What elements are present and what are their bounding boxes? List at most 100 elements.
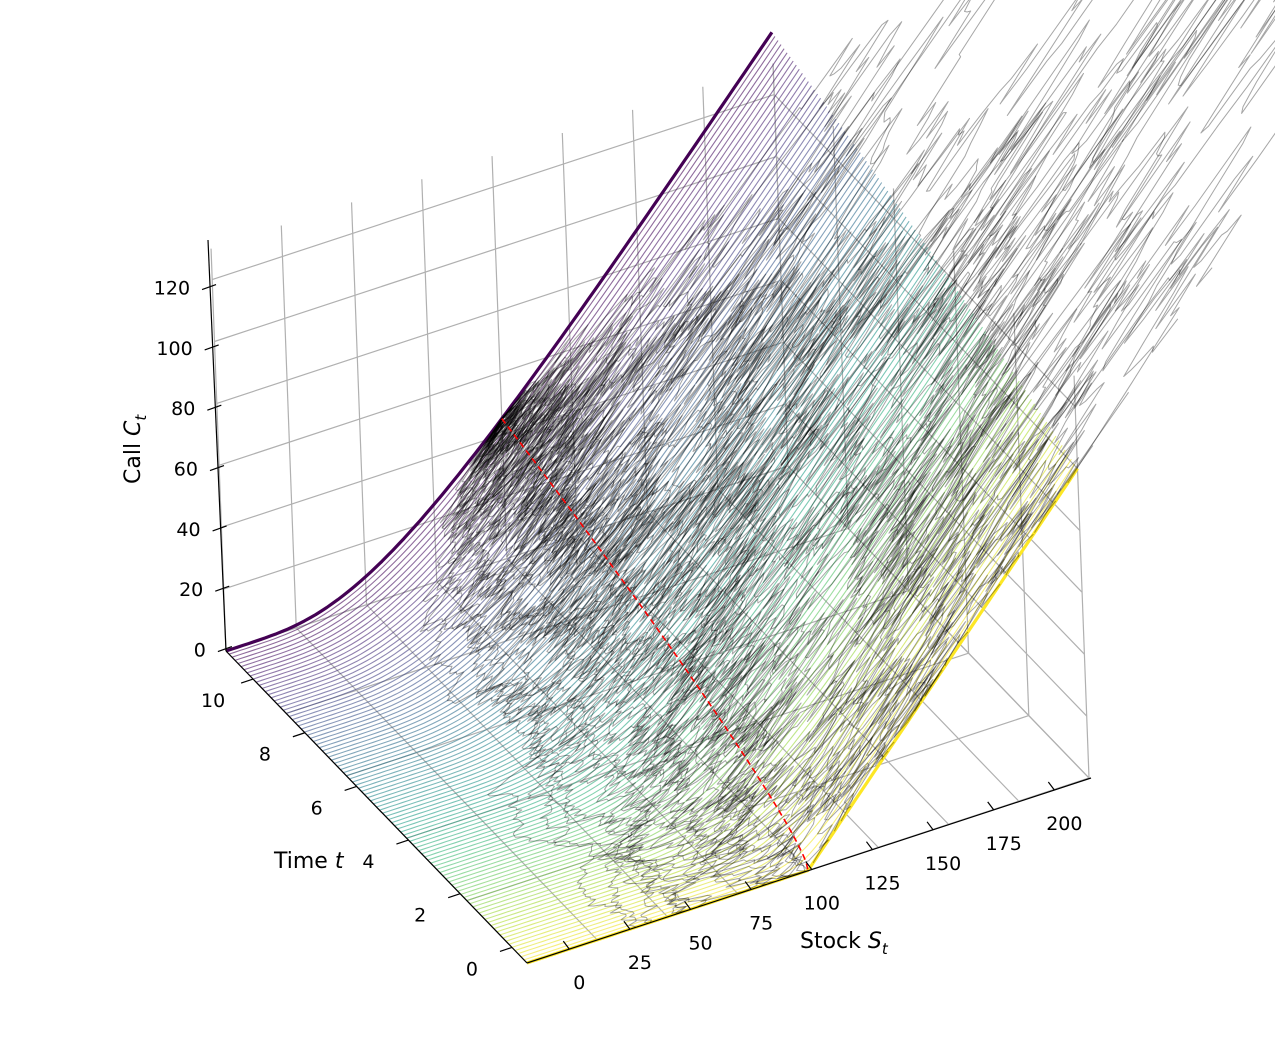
price-curve	[313, 152, 861, 743]
price-curve	[355, 212, 904, 786]
stock-path	[481, 254, 1026, 702]
stock-path	[499, 0, 1226, 849]
stock-path	[491, 161, 1185, 619]
stock-path	[458, 418, 662, 924]
call-tick-mark	[204, 344, 219, 351]
stock-path	[490, 383, 652, 923]
time-axis-label: Time t	[273, 849, 345, 874]
stock-path	[478, 417, 1034, 786]
stock-path	[462, 302, 966, 864]
price-curve	[454, 358, 1005, 889]
stock-path	[488, 110, 1082, 730]
call-tick-mark	[217, 645, 233, 653]
grid-line	[1073, 375, 1090, 779]
stock-path	[482, 126, 1275, 528]
stock-path	[491, 367, 778, 885]
call-tick-label: 100	[156, 338, 192, 360]
price-curve	[466, 376, 1017, 902]
stock-path	[501, 0, 1245, 451]
stock-path	[485, 341, 921, 850]
stock-tick-label: 25	[628, 952, 652, 974]
stock-path	[489, 405, 815, 884]
price-curve	[388, 260, 938, 821]
stock-path	[501, 0, 944, 456]
grid-line	[218, 279, 782, 466]
price-curve	[439, 335, 990, 874]
grid-line	[780, 279, 1083, 593]
stock-tick-label: 100	[804, 893, 840, 915]
grid-line	[350, 202, 368, 605]
grid-line	[776, 156, 1078, 469]
stock-path	[451, 354, 707, 908]
stock-path	[491, 16, 1242, 577]
stock-path	[465, 412, 784, 884]
stock-path	[483, 290, 1130, 621]
stock-path	[501, 102, 1100, 649]
price-curve	[496, 421, 1048, 933]
time-tick-mark	[240, 678, 254, 684]
stock-path	[422, 418, 895, 818]
stock-tick-mark	[865, 841, 873, 851]
price-curve	[331, 177, 880, 761]
stock-path	[501, 336, 889, 817]
stock-path	[458, 46, 1275, 662]
stock-path	[486, 97, 970, 811]
stock-path	[455, 418, 818, 872]
stock-tick-label: 175	[986, 833, 1022, 855]
call-tick-mark	[207, 404, 222, 411]
stock-path	[487, 0, 1205, 512]
stock-path	[459, 242, 1105, 584]
grid-line	[366, 604, 668, 918]
price-curve	[349, 203, 898, 780]
time-tick-mark	[499, 946, 513, 952]
price-curve	[394, 268, 944, 827]
stock-path	[448, 404, 816, 872]
stock-tick-mark	[805, 861, 813, 870]
stock-path	[491, 390, 977, 758]
stock-path	[441, 418, 791, 887]
call-axis-line	[207, 239, 227, 652]
price-curve	[460, 367, 1011, 895]
price-curve	[502, 431, 1054, 939]
price-curve	[520, 458, 1072, 958]
price-curve	[400, 277, 950, 833]
stock-path	[457, 407, 944, 780]
stock-axis-label: Stock St	[800, 929, 889, 958]
stock-tick-label: 200	[1046, 813, 1082, 835]
axis-labels: Stock St Time t Call Ct	[121, 414, 889, 958]
price-curve	[343, 195, 892, 774]
time-tick-mark	[396, 839, 409, 845]
stock-path	[419, 418, 976, 727]
stock-path	[487, 0, 1275, 454]
grid-line	[214, 155, 777, 343]
price-curve	[445, 344, 996, 880]
grid-line	[223, 403, 786, 590]
stock-path	[501, 0, 995, 877]
stock-path	[476, 396, 1057, 671]
mean-path-line	[501, 418, 809, 871]
stock-path	[492, 408, 759, 893]
call-tick-label: 40	[176, 519, 200, 541]
stock-path	[473, 378, 912, 817]
price-curve	[301, 135, 849, 730]
stock-tick-mark	[623, 920, 631, 930]
call-tick-label: 20	[179, 579, 203, 601]
price-curve	[382, 251, 931, 814]
mean-stock-path	[501, 418, 809, 871]
time-tick-mark	[344, 785, 357, 791]
tick-labels: 0255075100125150175200024681002040608010…	[154, 278, 1083, 995]
grid-line	[436, 581, 739, 895]
stock-path	[501, 19, 1140, 575]
time-tick-label: 0	[466, 958, 478, 980]
stock-tick-mark	[926, 821, 934, 831]
stock-tick-mark	[562, 940, 570, 950]
call-tick-label: 120	[154, 278, 190, 300]
stock-tick-mark	[1047, 781, 1055, 791]
stock-path	[452, 417, 802, 879]
stock-path	[454, 418, 953, 773]
price-curve	[319, 160, 867, 749]
stock-path	[456, 418, 943, 821]
grid-line	[346, 590, 909, 777]
stock-tick-label: 125	[864, 873, 900, 895]
